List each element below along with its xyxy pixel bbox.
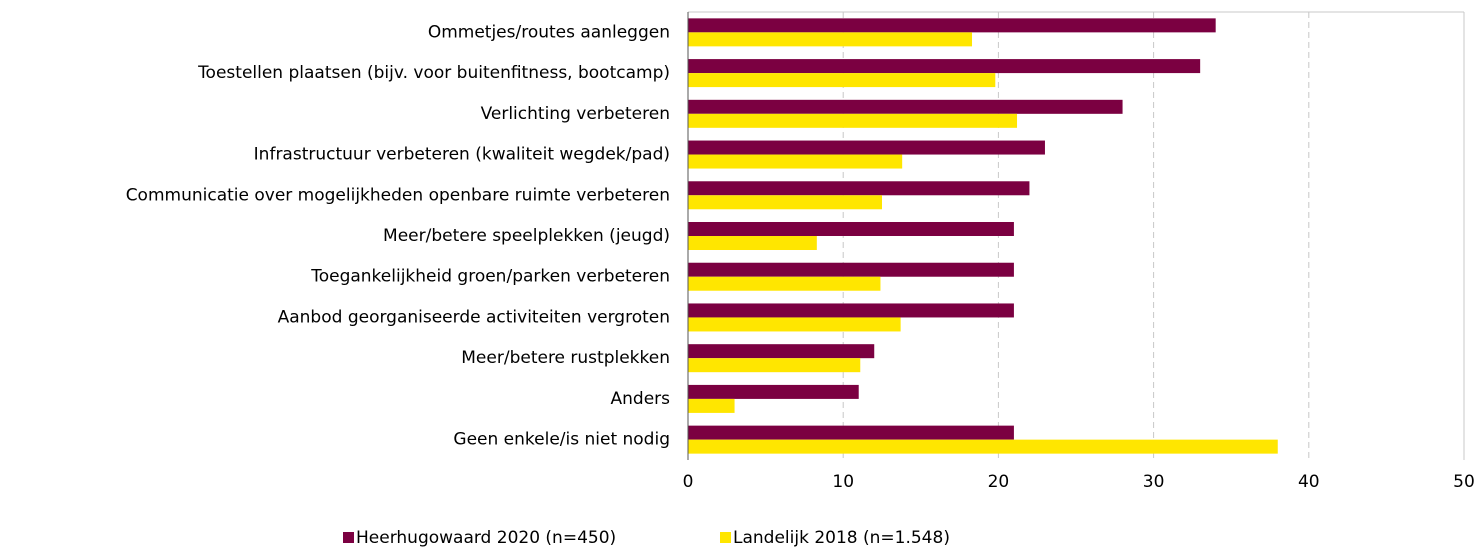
bar bbox=[688, 222, 1014, 236]
bar bbox=[688, 384, 859, 399]
bar bbox=[688, 140, 1045, 155]
y-tick-label: Ommetjes/routes aanleggen bbox=[428, 22, 670, 42]
y-tick-label: Anders bbox=[611, 389, 671, 409]
y-tick-label: Aanbod georganiseerde activiteiten vergr… bbox=[278, 307, 670, 327]
bar bbox=[688, 344, 875, 359]
y-tick-label: Meer/betere speelplekken (jeugd) bbox=[383, 226, 670, 246]
x-tick-label: 20 bbox=[988, 472, 1010, 492]
y-tick-label: Geen enkele/is niet nodig bbox=[453, 430, 670, 450]
legend-label: Landelijk 2018 (n=1.548) bbox=[733, 528, 950, 548]
legend-label: Heerhugowaard 2020 (n=450) bbox=[356, 528, 616, 548]
bar bbox=[688, 236, 817, 250]
legend-swatch bbox=[343, 532, 354, 543]
bar bbox=[688, 276, 881, 291]
bar bbox=[688, 59, 1201, 74]
x-tick-label: 10 bbox=[832, 472, 854, 492]
x-tick-label: 30 bbox=[1143, 472, 1165, 492]
bar bbox=[688, 99, 1123, 114]
bar bbox=[688, 73, 996, 88]
y-tick-label: Toegankelijkheid groen/parken verbeteren bbox=[310, 267, 670, 287]
bar bbox=[688, 113, 1018, 128]
y-tick-label: Meer/betere rustplekken bbox=[461, 348, 670, 368]
bar bbox=[688, 317, 901, 332]
bar bbox=[688, 154, 903, 169]
x-tick-label: 50 bbox=[1453, 472, 1475, 492]
bar bbox=[688, 425, 1014, 440]
bar bbox=[688, 32, 973, 47]
bar bbox=[688, 358, 861, 373]
x-tick-label: 0 bbox=[683, 472, 694, 492]
bar bbox=[688, 181, 1030, 196]
bar bbox=[688, 439, 1278, 454]
x-tick-label: 40 bbox=[1298, 472, 1320, 492]
legend-swatch bbox=[720, 532, 731, 543]
bar bbox=[688, 262, 1014, 277]
y-tick-label: Toestellen plaatsen (bijv. voor buitenfi… bbox=[197, 63, 670, 83]
y-tick-label: Verlichting verbeteren bbox=[481, 104, 670, 124]
y-tick-label: Infrastructuur verbeteren (kwaliteit weg… bbox=[254, 145, 670, 165]
bar bbox=[688, 398, 735, 413]
bar bbox=[688, 18, 1216, 33]
y-tick-label: Communicatie over mogelijkheden openbare… bbox=[126, 185, 670, 205]
bar bbox=[688, 303, 1014, 318]
bar bbox=[688, 195, 882, 210]
